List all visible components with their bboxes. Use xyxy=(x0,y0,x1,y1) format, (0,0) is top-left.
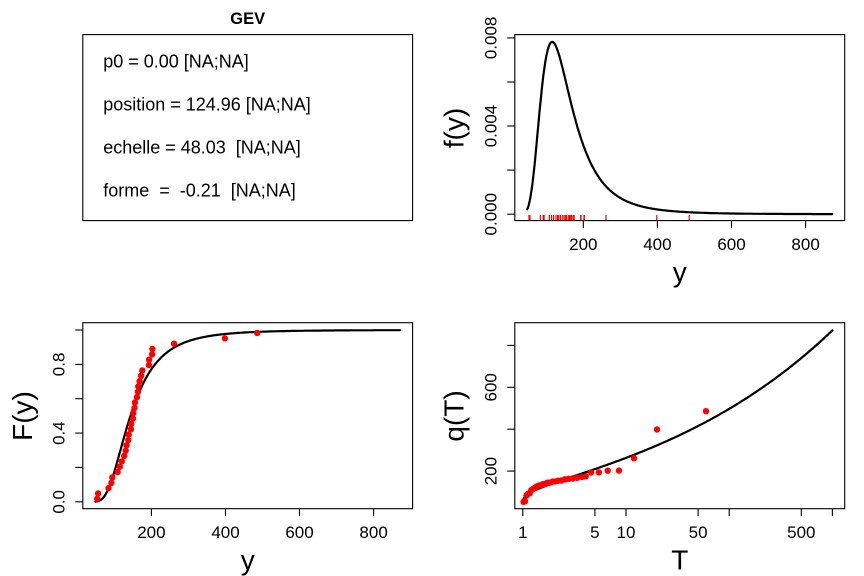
svg-text:F(y): F(y) xyxy=(7,391,38,441)
svg-text:position = 124.96 [NA;NA]: position = 124.96 [NA;NA] xyxy=(103,94,311,114)
svg-text:0.008: 0.008 xyxy=(482,17,501,60)
svg-text:200: 200 xyxy=(569,235,597,254)
svg-text:y: y xyxy=(673,257,687,288)
svg-text:600: 600 xyxy=(482,373,501,401)
svg-text:500: 500 xyxy=(787,523,815,542)
svg-text:400: 400 xyxy=(643,235,671,254)
svg-text:200: 200 xyxy=(137,523,165,542)
svg-text:p0 = 0.00 [NA;NA]: p0 = 0.00 [NA;NA] xyxy=(103,51,249,71)
svg-text:0.004: 0.004 xyxy=(482,105,501,148)
svg-text:0.4: 0.4 xyxy=(50,421,69,445)
svg-text:0.000: 0.000 xyxy=(482,193,501,236)
svg-text:0.8: 0.8 xyxy=(50,353,69,377)
svg-text:T: T xyxy=(671,545,688,576)
svg-text:y: y xyxy=(241,545,255,576)
svg-text:q(T): q(T) xyxy=(438,390,469,441)
svg-text:5: 5 xyxy=(590,523,599,542)
svg-text:400: 400 xyxy=(211,523,239,542)
svg-text:0.0: 0.0 xyxy=(50,490,69,514)
svg-text:600: 600 xyxy=(285,523,313,542)
svg-text:600: 600 xyxy=(717,235,745,254)
svg-text:800: 800 xyxy=(791,235,819,254)
svg-text:10: 10 xyxy=(617,523,636,542)
svg-text:GEV: GEV xyxy=(230,10,265,28)
svg-text:200: 200 xyxy=(482,457,501,485)
svg-text:f(y): f(y) xyxy=(438,108,469,148)
svg-text:forme = -0.21 [NA;NA]: forme = -0.21 [NA;NA] xyxy=(103,180,296,200)
svg-text:50: 50 xyxy=(689,523,708,542)
svg-text:800: 800 xyxy=(359,523,387,542)
svg-text:echelle = 48.03 [NA;NA]: echelle = 48.03 [NA;NA] xyxy=(103,137,301,157)
svg-text:1: 1 xyxy=(518,523,527,542)
